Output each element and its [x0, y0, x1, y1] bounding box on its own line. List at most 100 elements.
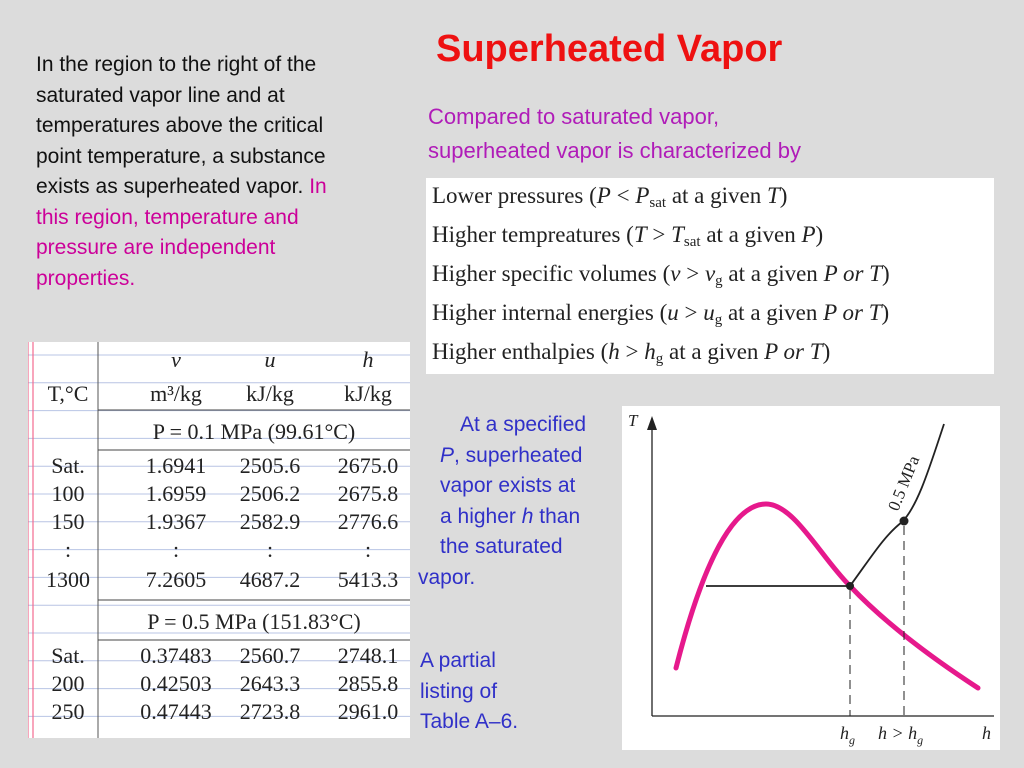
table-cell: 2748.1	[337, 643, 399, 668]
table-cell: 2582.9	[239, 509, 301, 534]
property-part: Higher tempreatures (	[432, 222, 634, 247]
property-part: P	[801, 222, 816, 247]
property-part: v	[670, 261, 681, 286]
pressure-caption: P = 0.1 MPa (99.61°C)	[152, 419, 356, 444]
note-line: At a specified	[460, 413, 587, 436]
table-cell: 1300	[46, 567, 90, 592]
table-cell: 2776.6	[337, 509, 399, 534]
superheated-point	[899, 516, 909, 526]
table-cell: :	[172, 537, 180, 562]
property-part: g	[655, 351, 664, 367]
isobar-line	[706, 423, 945, 587]
note-line: A partial	[420, 649, 496, 672]
tick-hg: hg	[840, 723, 855, 747]
column-symbol: v	[171, 347, 181, 372]
table-cell: 2506.2	[239, 481, 301, 506]
intro-highlight-line: this region, temperature and	[36, 205, 299, 229]
property-part: g	[714, 312, 723, 328]
property-part: P or T	[823, 300, 882, 325]
intro-line: exists as superheated vapor. In	[36, 172, 396, 203]
table-cell: Sat.	[51, 643, 85, 668]
table-cell: 200	[51, 671, 85, 696]
property-part: Higher internal energies (	[432, 300, 668, 325]
table-cell: 0.47443	[140, 699, 212, 724]
property-part: u	[667, 300, 679, 325]
property-part: g	[715, 273, 723, 289]
table-cell: 2505.6	[239, 453, 301, 478]
th-diagram-svg: T h 0.5 MPa hg h > hg	[628, 411, 994, 747]
table-cell: 1.6941	[145, 453, 207, 478]
note-line: P, superheated	[440, 443, 583, 467]
superheated-table: v u h T,°C m³/kg kJ/kg kJ/kg P = 0.1 MPa (99.61…	[28, 342, 410, 738]
property-part: Higher specific volumes (	[432, 261, 671, 286]
saturated-vapor-point	[846, 582, 854, 590]
table-cell: 2961.0	[337, 699, 399, 724]
note-line: a higher h than	[440, 504, 581, 528]
property-part: T	[633, 222, 647, 247]
table-cell: 150	[51, 509, 85, 534]
table-cell: :	[64, 537, 72, 562]
column-symbol: u	[264, 347, 276, 372]
table-cell: 4687.2	[239, 567, 301, 592]
property-part: v	[704, 261, 716, 286]
table-cell: 250	[51, 699, 85, 724]
table-cell: 100	[51, 481, 85, 506]
intro-line: point temperature, a substance	[36, 144, 326, 168]
note-line: vapor.	[418, 565, 476, 589]
property-part: u	[703, 300, 715, 325]
th-diagram: T h 0.5 MPa hg h > hg	[622, 406, 1000, 750]
property-part: sat	[683, 234, 701, 250]
partial-listing-note: A partial listing of Table A–6.	[420, 646, 570, 738]
property-part: h	[608, 339, 620, 364]
intro-highlight: In	[309, 175, 327, 198]
tick-h-greater-hg: h > hg	[878, 723, 923, 747]
table-cell: 2675.0	[337, 453, 399, 478]
table-cell: :	[266, 537, 274, 562]
property-part: at a given	[663, 339, 765, 364]
property-part: )	[779, 183, 788, 208]
intro-highlight-line: pressure are independent	[36, 236, 276, 259]
table-cell: 0.42503	[140, 671, 212, 696]
note-line: listing of	[420, 679, 498, 703]
table-cell: 2855.8	[337, 671, 399, 696]
comparison-heading: Compared to saturated vapor, superheated…	[428, 100, 948, 168]
table-cell: :	[364, 537, 372, 562]
saturation-dome	[673, 501, 981, 691]
table-cell: 2643.3	[239, 671, 301, 696]
table-cell: 0.37483	[140, 643, 212, 668]
property-part: sat	[649, 195, 667, 211]
intro-highlight-line: properties.	[36, 266, 136, 290]
x-axis-label: h	[982, 723, 991, 743]
y-axis-arrow	[647, 416, 657, 430]
property-row: Higher enthalpies (h > hg at a given P o…	[432, 338, 831, 367]
property-comparison-box: Lower pressures (P < Psat at a given T) H…	[426, 178, 994, 374]
column-symbol: h	[362, 347, 374, 372]
property-part: >	[678, 300, 704, 325]
property-part: )	[822, 339, 831, 364]
property-part: T	[766, 183, 780, 208]
table-cell: 5413.3	[337, 567, 399, 592]
table-cell: 7.2605	[145, 567, 207, 592]
property-part: at a given	[722, 261, 824, 286]
table-cell: 1.9367	[145, 509, 207, 534]
property-part: P	[596, 183, 611, 208]
property-part: h	[644, 339, 656, 364]
isobar-label: 0.5 MPa	[884, 453, 923, 514]
property-row: Higher specific volumes (v > vg at a giv…	[432, 260, 890, 289]
property-part: P or T	[823, 261, 882, 286]
pressure-caption: P = 0.5 MPa (151.83°C)	[147, 609, 361, 634]
note-line: Table A–6.	[420, 710, 519, 733]
property-part: at a given	[722, 300, 824, 325]
comparison-line: Compared to saturated vapor,	[428, 104, 720, 129]
unit-header: kJ/kg	[246, 381, 294, 406]
intro-line: temperatures above the critical	[36, 114, 324, 137]
property-part: <	[610, 183, 636, 208]
property-part: )	[815, 222, 824, 247]
property-row: Higher tempreatures (T > Tsat at a given…	[432, 221, 824, 250]
slide-title: Superheated Vapor	[436, 28, 783, 70]
intro-paragraph: In the region to the right of the satura…	[36, 50, 396, 294]
property-part: )	[881, 300, 890, 325]
table-cell: 2723.8	[239, 699, 301, 724]
specified-pressure-note: At a specified P, superheated vapor exis…	[418, 410, 614, 593]
table-grid	[28, 342, 410, 738]
